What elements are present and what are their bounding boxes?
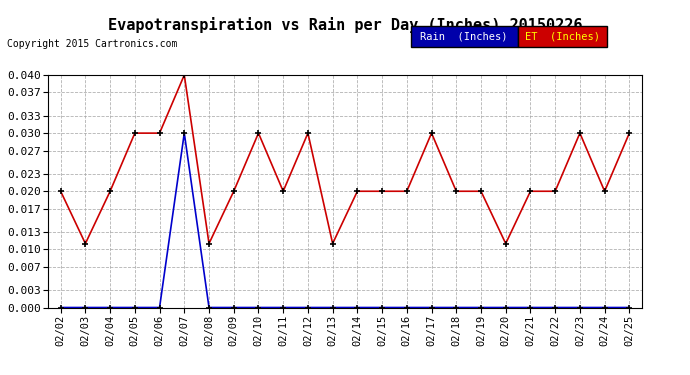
Text: Copyright 2015 Cartronics.com: Copyright 2015 Cartronics.com — [7, 39, 177, 50]
Text: Evapotranspiration vs Rain per Day (Inches) 20150226: Evapotranspiration vs Rain per Day (Inch… — [108, 17, 582, 33]
Text: ET  (Inches): ET (Inches) — [525, 32, 600, 42]
Text: Rain  (Inches): Rain (Inches) — [420, 32, 508, 42]
